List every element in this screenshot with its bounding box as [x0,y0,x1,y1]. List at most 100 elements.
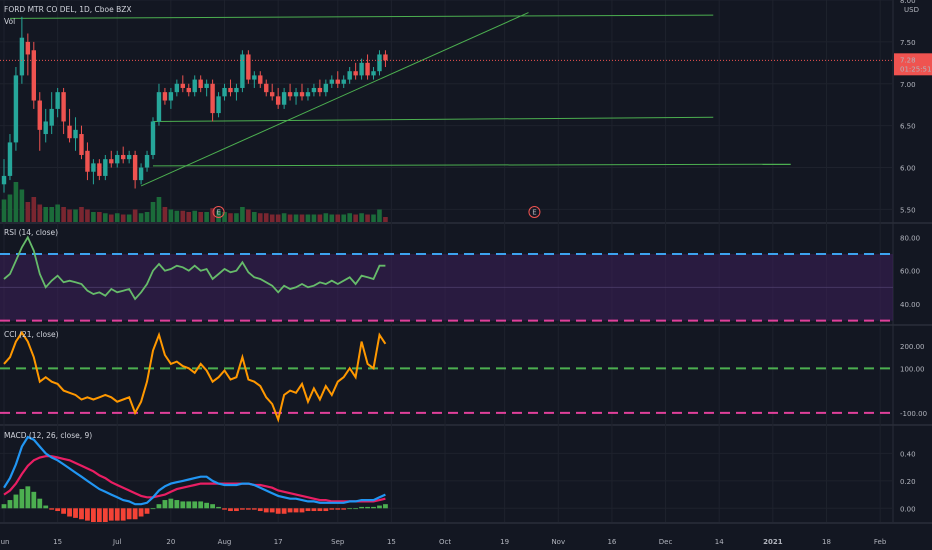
price-axis-tick: 7.50 [900,39,916,47]
trendline [9,14,714,19]
candle-body [162,92,168,101]
chart-title: FORD MTR CO DEL, 1D, Cboe BZX [4,5,132,14]
macd-histogram-bar [269,508,275,513]
volume-bar [353,214,358,222]
volume-bar [323,213,329,222]
candle-body [37,100,42,130]
macd-histogram-bar [240,508,245,510]
volume-bar [299,214,305,222]
volume-bar [216,210,221,222]
candle-body [126,154,132,160]
volume-bar [329,214,335,222]
candle-body [25,41,31,55]
candle-body [287,92,293,97]
rsi-axis-tick: 80.00 [900,234,920,242]
macd-histogram-bar [85,508,90,521]
volume-bar [210,208,215,222]
volume-bar [180,210,186,222]
volume-bar [114,213,120,222]
volume-bar [246,209,251,222]
volume-bar [287,214,293,222]
cci-series [3,330,387,423]
volume-bar [138,213,144,222]
volume-bar [186,212,192,222]
candle-body [270,92,275,97]
volume-bar [377,209,382,222]
time-axis-tick: Oct [439,538,451,546]
macd-histogram-bar [275,508,281,514]
candle-body [252,75,257,80]
trendline [140,12,529,187]
rsi-title: RSI (14, close) [4,228,58,237]
volume-bar [192,210,198,222]
price-axis-tick: 5.50 [900,206,916,214]
macd-histogram-bar [210,504,215,509]
cci-axis-tick: 200.00 [900,343,925,351]
volume-bar [371,214,376,222]
macd-histogram-bar [347,508,353,510]
candle-body [174,83,180,93]
candle-body [168,92,174,101]
earnings-marker-label: E [532,209,536,217]
candle-body [234,87,239,93]
candle-body [150,121,156,155]
candle-body [305,92,311,97]
volume-bar [305,214,311,222]
earnings-marker [212,206,225,218]
candle-body [365,62,370,76]
macd-histogram-bar [228,508,233,512]
volume-bar [73,209,78,222]
volume-bar [317,214,323,222]
macd-histogram-bar [96,508,102,522]
macd-histogram-bar [383,504,388,509]
price-axis-tick: 7.00 [900,81,916,89]
volume-bar [269,214,275,222]
macd-histogram-bar [377,505,382,509]
price-tag-value: 7.28 [900,56,916,64]
macd-histogram-bar [251,508,257,510]
candle-body [121,154,126,160]
candle-body [97,163,102,176]
macd-histogram-bar [329,508,335,510]
volume-bar [79,207,84,222]
macd-axis-tick: 0.20 [900,478,916,486]
volume-bar [7,194,13,222]
volume-bar [103,213,108,222]
time-axis-tick: Dec [659,538,673,546]
volume-bar [263,213,269,222]
macd-histogram-bar [108,508,114,521]
volume-bar [156,197,162,222]
volume-bar [13,182,19,222]
macd-histogram-bar [174,500,180,509]
macd-series [3,435,386,506]
volume-bar [162,207,168,222]
currency-label: USD [904,6,919,14]
macd-histogram-bar [293,508,299,513]
macd-histogram-bar [43,505,49,509]
volume-bar [341,214,347,222]
macd-histogram-bar [317,508,323,512]
candle-body [264,83,269,93]
time-axis-tick: Feb [874,538,887,546]
macd-histogram-bar [263,508,269,513]
macd-axis-tick: 0.00 [900,505,916,513]
macd-histogram-bar [150,508,156,510]
macd-histogram-bar [299,508,305,513]
macd-histogram-bar [7,500,13,509]
volume-bar [222,212,227,222]
macd-histogram-bar [138,508,144,517]
candle-body [258,75,263,84]
candle-body [19,37,25,76]
volume-bar [1,199,7,222]
volume-bar [49,207,54,222]
candle-body [115,154,120,164]
candle-body [55,92,60,109]
macd-histogram-bar [49,508,55,510]
cci-axis-tick: 100.00 [900,365,925,373]
candle-body [240,54,245,88]
macd-histogram-bar [365,506,370,509]
candle-body [210,83,215,114]
candle-body [1,175,7,185]
